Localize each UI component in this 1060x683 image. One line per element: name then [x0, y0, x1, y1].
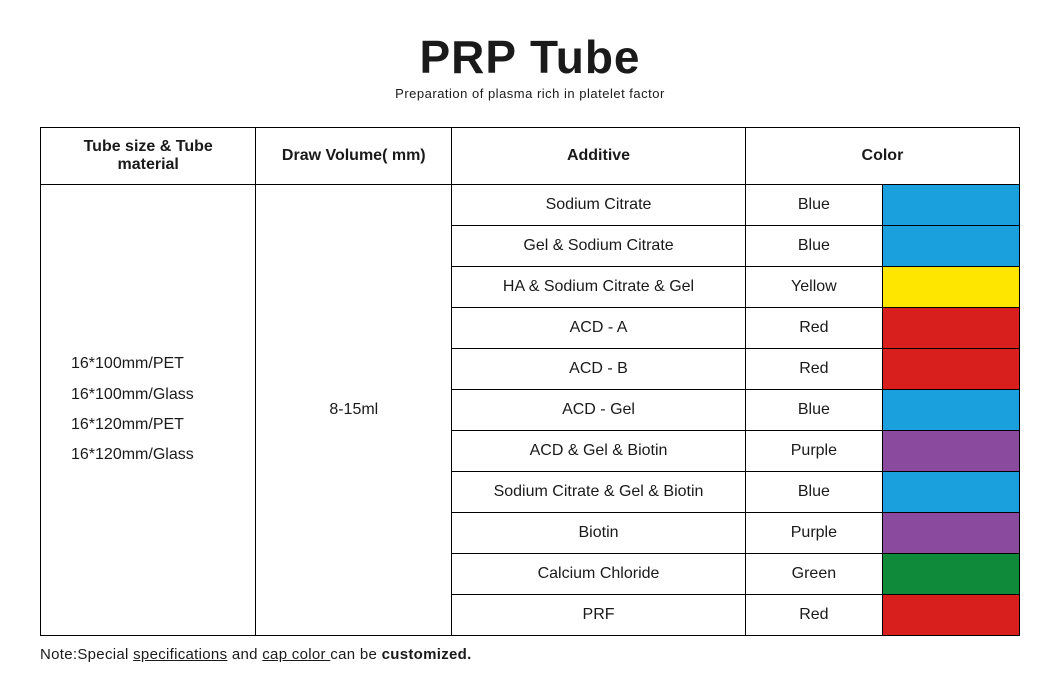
color-name-cell: Green [745, 554, 882, 595]
additive-cell: Biotin [452, 513, 746, 554]
note-prefix: Note:Special [40, 646, 133, 663]
color-swatch [883, 431, 1019, 471]
additive-cell: ACD - Gel [452, 390, 746, 431]
note-capcolor: cap color [262, 646, 330, 663]
additive-cell: Sodium Citrate [452, 185, 746, 226]
header-size: Tube size & Tube material [41, 128, 256, 185]
additive-cell: HA & Sodium Citrate & Gel [452, 267, 746, 308]
note-mid: and [227, 646, 262, 663]
color-name-cell: Blue [745, 185, 882, 226]
color-swatch-cell [882, 472, 1019, 513]
additive-cell: Gel & Sodium Citrate [452, 226, 746, 267]
color-name-cell: Blue [745, 390, 882, 431]
additive-cell: ACD - B [452, 349, 746, 390]
color-swatch [883, 226, 1019, 266]
tube-size-item: 16*120mm/PET [71, 410, 243, 440]
color-swatch-cell [882, 554, 1019, 595]
page-title: PRP Tube [40, 30, 1020, 84]
note-specs: specifications [133, 646, 227, 663]
color-swatch [883, 513, 1019, 553]
color-swatch [883, 185, 1019, 225]
color-swatch [883, 472, 1019, 512]
color-swatch [883, 267, 1019, 307]
color-name-cell: Blue [745, 472, 882, 513]
color-swatch-cell [882, 308, 1019, 349]
note-bold: customized. [382, 646, 472, 663]
additive-cell: Calcium Chloride [452, 554, 746, 595]
additive-cell: ACD & Gel & Biotin [452, 431, 746, 472]
color-name-cell: Red [745, 349, 882, 390]
note-tail: can be [330, 646, 381, 663]
color-swatch [883, 390, 1019, 430]
color-swatch [883, 595, 1019, 635]
color-name-cell: Red [745, 595, 882, 636]
color-name-cell: Purple [745, 431, 882, 472]
header-additive: Additive [452, 128, 746, 185]
color-swatch-cell [882, 226, 1019, 267]
color-swatch [883, 308, 1019, 348]
tube-size-item: 16*100mm/PET [71, 349, 243, 379]
color-swatch [883, 349, 1019, 389]
additive-cell: PRF [452, 595, 746, 636]
color-swatch-cell [882, 267, 1019, 308]
color-name-cell: Red [745, 308, 882, 349]
color-name-cell: Purple [745, 513, 882, 554]
color-swatch [883, 554, 1019, 594]
color-swatch-cell [882, 595, 1019, 636]
header-color: Color [745, 128, 1019, 185]
tube-size-item: 16*120mm/Glass [71, 440, 243, 470]
color-swatch-cell [882, 349, 1019, 390]
table-header-row: Tube size & Tube material Draw Volume( m… [41, 128, 1020, 185]
header-volume: Draw Volume( mm) [256, 128, 452, 185]
color-swatch-cell [882, 185, 1019, 226]
table-row: 16*100mm/PET16*100mm/Glass16*120mm/PET16… [41, 185, 1020, 226]
color-name-cell: Blue [745, 226, 882, 267]
tube-size-cell: 16*100mm/PET16*100mm/Glass16*120mm/PET16… [41, 185, 256, 636]
additive-cell: Sodium Citrate & Gel & Biotin [452, 472, 746, 513]
prp-tube-table: Tube size & Tube material Draw Volume( m… [40, 127, 1020, 636]
color-name-cell: Yellow [745, 267, 882, 308]
additive-cell: ACD - A [452, 308, 746, 349]
color-swatch-cell [882, 513, 1019, 554]
page-subtitle: Preparation of plasma rich in platelet f… [40, 86, 1020, 101]
draw-volume-cell: 8-15ml [256, 185, 452, 636]
tube-size-item: 16*100mm/Glass [71, 380, 243, 410]
footnote: Note:Special specifications and cap colo… [40, 646, 1020, 663]
color-swatch-cell [882, 431, 1019, 472]
color-swatch-cell [882, 390, 1019, 431]
